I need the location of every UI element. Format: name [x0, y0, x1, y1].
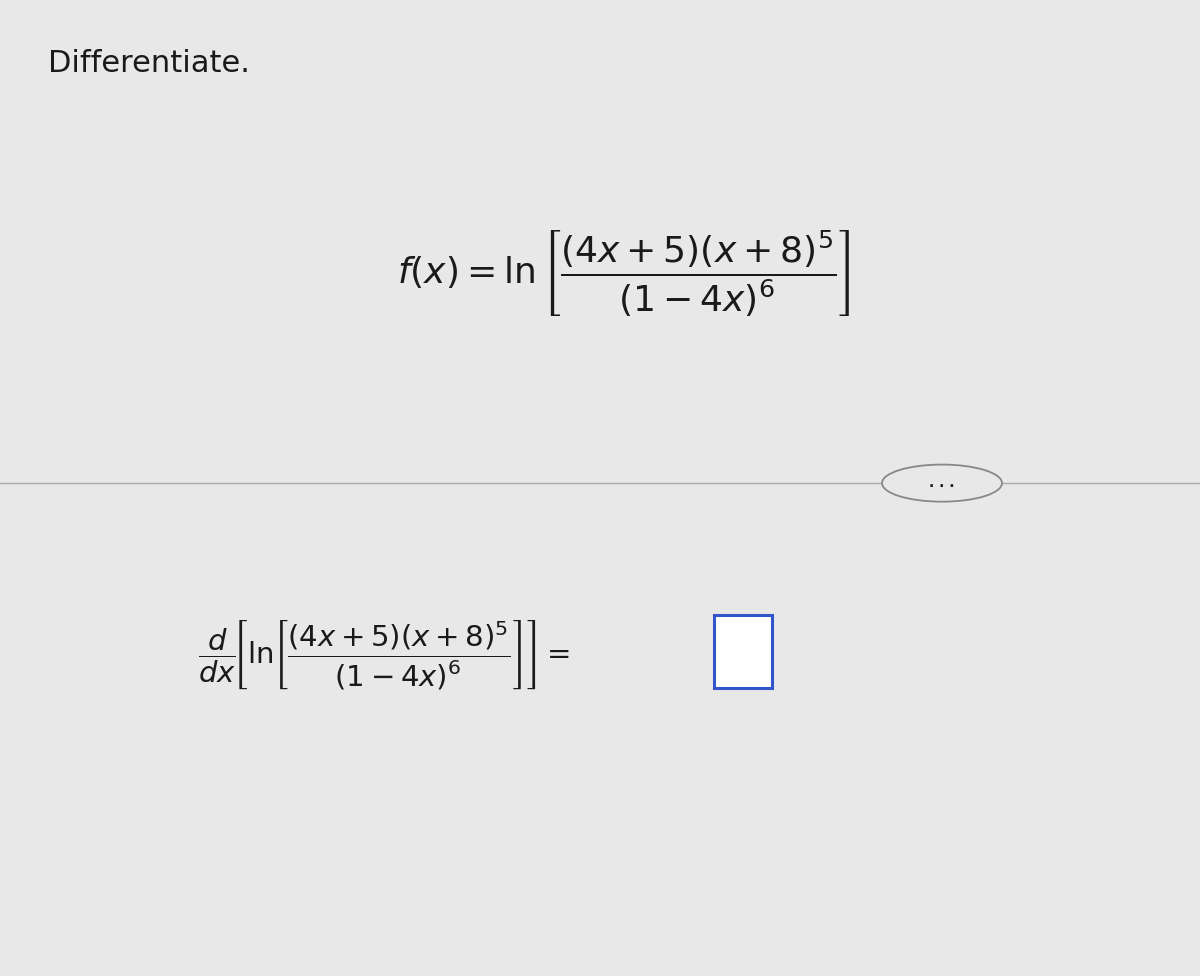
FancyBboxPatch shape	[714, 615, 772, 688]
Ellipse shape	[882, 465, 1002, 502]
Text: Differentiate.: Differentiate.	[48, 49, 250, 78]
Text: $\dfrac{d}{dx}\!\left[\ln\!\left[\dfrac{(4x+5)(x+8)^5}{(1-4x)^6}\right]\right] =: $\dfrac{d}{dx}\!\left[\ln\!\left[\dfrac{…	[198, 617, 570, 691]
Text: $f(x) = \ln\left[\dfrac{(4x+5)(x+8)^5}{(1-4x)^6}\right]$: $f(x) = \ln\left[\dfrac{(4x+5)(x+8)^5}{(…	[397, 228, 851, 318]
Text: . . .: . . .	[929, 476, 955, 490]
